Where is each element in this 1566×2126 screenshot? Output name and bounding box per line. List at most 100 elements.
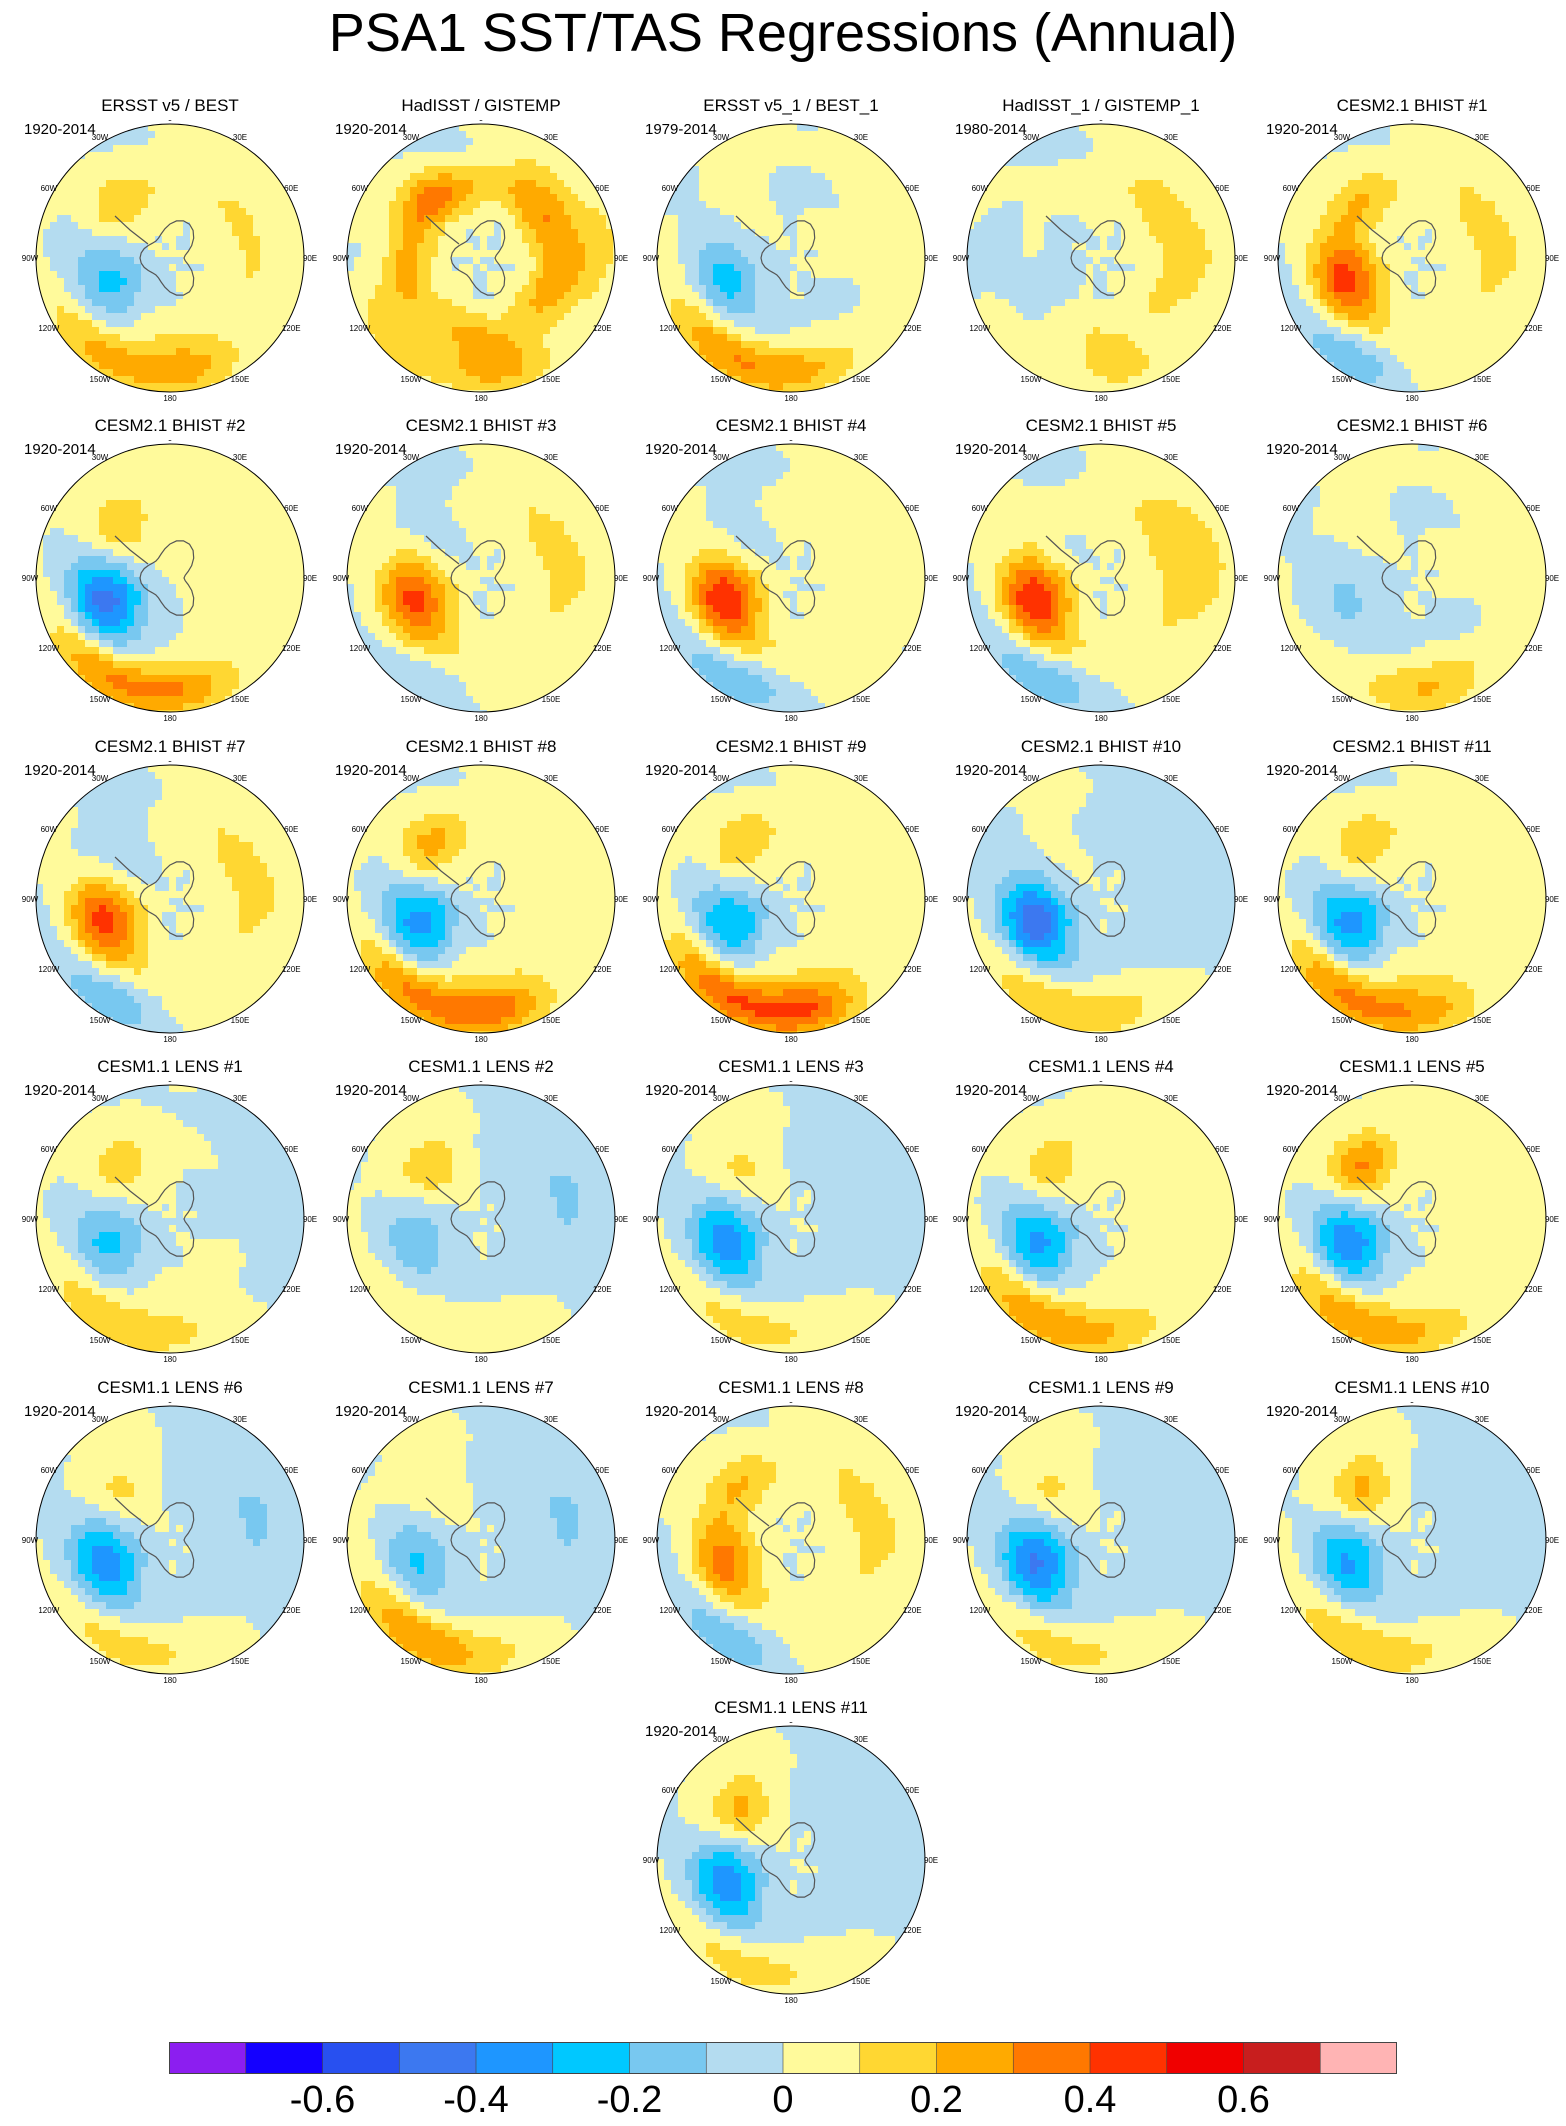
- longitude-label: 60W: [972, 1145, 989, 1154]
- longitude-label: 150E: [1162, 375, 1181, 384]
- longitude-label: 180: [1094, 1035, 1108, 1044]
- antarctic-peninsula: [425, 1176, 460, 1206]
- longitude-label: 60E: [284, 1466, 298, 1475]
- antarctic-peninsula: [1045, 535, 1080, 565]
- longitude-label: 90W: [1264, 1536, 1281, 1545]
- panel-period: 1920-2014: [645, 1082, 717, 1100]
- longitude-label: 120W: [1280, 965, 1301, 974]
- antarctica-coastline: [760, 861, 816, 937]
- longitude-label: 30W: [403, 453, 420, 462]
- longitude-label: 60E: [1215, 184, 1229, 193]
- longitude-label: 90E: [614, 1536, 628, 1545]
- panel-period: 1920-2014: [335, 121, 407, 139]
- longitude-label: 120W: [969, 965, 990, 974]
- antarctica-coastline: [1381, 220, 1437, 296]
- longitude-label: 150W: [1021, 695, 1042, 704]
- longitude-label: 90W: [333, 254, 350, 263]
- map-boundary: [346, 443, 616, 713]
- longitude-label: 90E: [303, 1215, 317, 1224]
- longitude-label: 120E: [282, 644, 301, 653]
- panel-title: CESM2.1 BHIST #4: [641, 416, 941, 436]
- longitude-label: 90E: [924, 1215, 938, 1224]
- longitude-label: 150E: [542, 695, 561, 704]
- longitude-label: 0: [168, 1402, 173, 1405]
- longitude-label: 120E: [593, 644, 612, 653]
- antarctic-peninsula: [1356, 1176, 1391, 1206]
- longitude-label: 150E: [1473, 375, 1492, 384]
- longitude-label: 120W: [969, 1285, 990, 1294]
- map-panel: CESM1.1 LENS #9 1920-2014 0 30E 60E 90E 120E 15…: [951, 1378, 1251, 1698]
- longitude-label: 120E: [1213, 965, 1232, 974]
- longitude-label: 180: [1405, 714, 1419, 723]
- antarctic-peninsula: [425, 215, 460, 245]
- longitude-label: 0: [1410, 761, 1415, 764]
- polar-map: 0 30E 60E 90E 120E 150E 180 150W 120W 90W 60W 30W: [22, 440, 317, 723]
- longitude-label: 120E: [593, 324, 612, 333]
- antarctica-coastline: [450, 861, 506, 937]
- longitude-label: 120W: [349, 1606, 370, 1615]
- longitude-label: 30W: [1334, 133, 1351, 142]
- map-panel: ERSST v5 / BEST 1920-2014 0 30E 60E 90E 120E 15…: [20, 96, 320, 416]
- polar-map: 0 30E 60E 90E 120E 150E 180 150W 120W 90W 60W 30W: [1264, 120, 1559, 403]
- longitude-label: 90E: [614, 254, 628, 263]
- longitude-label: 150W: [401, 375, 422, 384]
- longitude-label: 60W: [1283, 504, 1300, 513]
- map-boundary: [346, 123, 616, 393]
- longitude-label: 120W: [349, 324, 370, 333]
- longitude-label: 150W: [401, 695, 422, 704]
- map-panel: CESM2.1 BHIST #1 1920-2014 0 30E 60E 90E 120E 1…: [1262, 96, 1562, 416]
- antarctica-coastline: [1070, 1181, 1126, 1257]
- antarctic-peninsula: [114, 1497, 149, 1527]
- longitude-label: 60W: [972, 504, 989, 513]
- polar-map: 0 30E 60E 90E 120E 150E 180 150W 120W 90W 60W 30W: [333, 440, 628, 723]
- panel-title: CESM1.1 LENS #10: [1262, 1378, 1562, 1398]
- panel-period: 1920-2014: [335, 441, 407, 459]
- longitude-label: 0: [1099, 440, 1104, 443]
- longitude-label: 60W: [352, 1466, 369, 1475]
- longitude-label: 60E: [1215, 1466, 1229, 1475]
- colorbar-box: [1320, 2042, 1397, 2074]
- longitude-label: 90W: [22, 1536, 39, 1545]
- longitude-label: 30W: [713, 133, 730, 142]
- antarctica-coastline: [1070, 1502, 1126, 1578]
- panel-title: CESM1.1 LENS #3: [641, 1057, 941, 1077]
- map-boundary: [656, 123, 926, 393]
- longitude-label: 180: [784, 1676, 798, 1685]
- longitude-label: 0: [789, 1081, 794, 1084]
- antarctica-coastline: [139, 1181, 195, 1257]
- longitude-label: 120W: [1280, 324, 1301, 333]
- longitude-label: 90W: [953, 895, 970, 904]
- longitude-label: 60W: [41, 825, 58, 834]
- antarctic-peninsula: [1045, 1497, 1080, 1527]
- antarctica-coastline: [139, 540, 195, 616]
- colorbar-box: [169, 2042, 247, 2074]
- panel-title: CESM1.1 LENS #11: [641, 1698, 941, 1718]
- panel-title: CESM1.1 LENS #2: [331, 1057, 631, 1077]
- longitude-label: 30W: [713, 774, 730, 783]
- panel-period: 1980-2014: [955, 121, 1027, 139]
- longitude-label: 90W: [1264, 574, 1281, 583]
- longitude-label: 30W: [713, 453, 730, 462]
- longitude-label: 30E: [854, 774, 868, 783]
- panel-title: CESM2.1 BHIST #2: [20, 416, 320, 436]
- map-boundary: [966, 1405, 1236, 1675]
- longitude-label: 120W: [1280, 1606, 1301, 1615]
- longitude-label: 60W: [662, 825, 679, 834]
- antarctic-peninsula: [1356, 856, 1391, 886]
- longitude-label: 120E: [1213, 644, 1232, 653]
- antarctica-coastline: [139, 1502, 195, 1578]
- longitude-label: 180: [1405, 394, 1419, 403]
- longitude-label: 180: [784, 1035, 798, 1044]
- longitude-label: 30W: [92, 1415, 109, 1424]
- longitude-label: 150W: [1021, 1336, 1042, 1345]
- longitude-label: 30W: [92, 453, 109, 462]
- longitude-label: 30E: [233, 133, 247, 142]
- longitude-label: 60W: [41, 1466, 58, 1475]
- longitude-label: 120W: [1280, 1285, 1301, 1294]
- longitude-label: 150E: [1162, 1016, 1181, 1025]
- polar-map: 0 30E 60E 90E 120E 150E 180 150W 120W 90W 60W 30W: [1264, 761, 1559, 1044]
- longitude-label: 120W: [38, 644, 59, 653]
- longitude-label: 150E: [852, 695, 871, 704]
- panel-period: 1920-2014: [955, 1082, 1027, 1100]
- colorbar-box: [706, 2042, 784, 2074]
